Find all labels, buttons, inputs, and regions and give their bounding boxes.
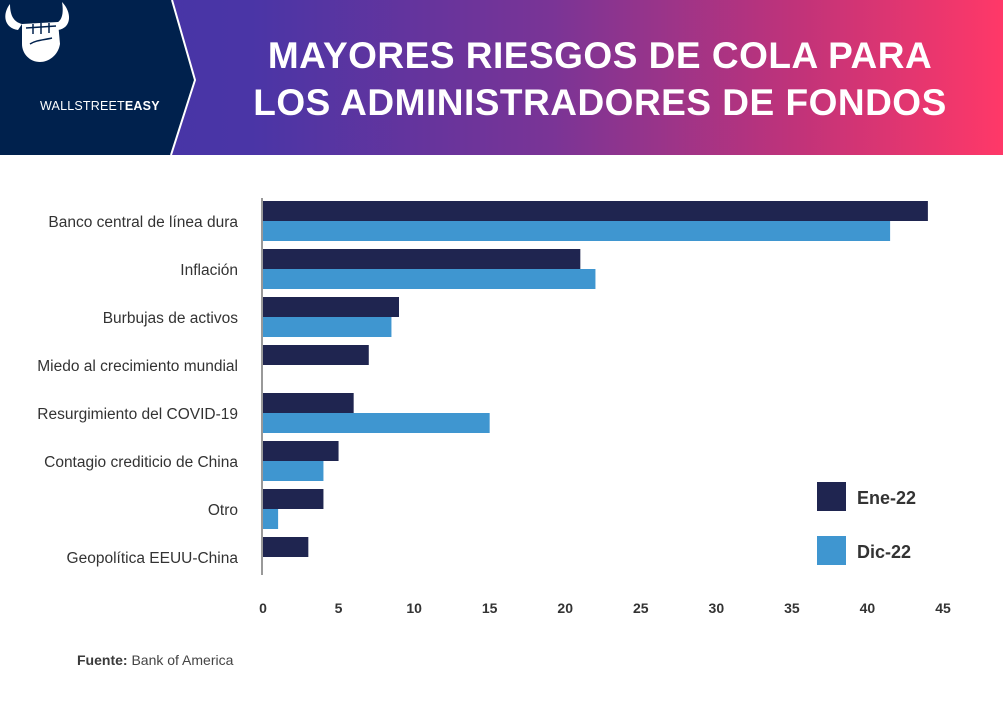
x-tick-label: 25 xyxy=(633,600,649,616)
source-label: Fuente: xyxy=(77,652,128,668)
legend: Ene-22 Dic-22 xyxy=(817,482,916,565)
bar-ene-22-7 xyxy=(263,537,309,557)
x-tick-label: 45 xyxy=(935,600,951,616)
x-tick-label: 35 xyxy=(784,600,800,616)
category-label: Resurgimiento del COVID-19 xyxy=(37,406,238,423)
x-tick-label: 10 xyxy=(406,600,422,616)
x-tick-label: 20 xyxy=(557,600,573,616)
source-value: Bank of America xyxy=(131,652,234,668)
bar-chart: Banco central de línea dura Inflación Burb… xyxy=(37,198,951,616)
bar-ene-22-5 xyxy=(263,441,339,461)
bar-ene-22-6 xyxy=(263,489,324,509)
x-tick-label: 30 xyxy=(709,600,725,616)
x-tick-label: 40 xyxy=(860,600,876,616)
bar-dic-22-0 xyxy=(263,221,891,241)
x-tick-label: 15 xyxy=(482,600,498,616)
bar-ene-22-4 xyxy=(263,393,354,413)
bar-dic-22-4 xyxy=(263,413,490,433)
brand-wordmark: WALLSTREETEASY xyxy=(40,99,160,113)
brand-panel: WALLSTREETEASY xyxy=(0,0,200,155)
x-tick-label: 5 xyxy=(335,600,343,616)
bar-ene-22-2 xyxy=(263,297,399,317)
category-label: Otro xyxy=(208,502,238,519)
header-banner: WALLSTREETEASY MAYORES RIESGOS DE COLA P… xyxy=(0,0,1003,155)
category-label: Burbujas de activos xyxy=(103,310,239,327)
category-label: Inflación xyxy=(180,262,238,279)
bar-dic-22-5 xyxy=(263,461,324,481)
legend-swatch-ene-22 xyxy=(817,482,846,511)
bull-horns-fist-icon xyxy=(5,2,70,62)
bar-dic-22-2 xyxy=(263,317,392,337)
bar-ene-22-0 xyxy=(263,201,928,221)
category-labels: Banco central de línea dura Inflación Burb… xyxy=(37,214,238,567)
legend-label-dic-22: Dic-22 xyxy=(857,542,911,562)
source-note: Fuente: Bank of America xyxy=(77,652,233,668)
category-label: Geopolítica EEUU-China xyxy=(67,550,239,567)
brand-name-bold: EASY xyxy=(124,99,160,113)
x-tick-label: 0 xyxy=(259,600,267,616)
legend-swatch-dic-22 xyxy=(817,536,846,565)
title-line-1: MAYORES RIESGOS DE COLA PARA xyxy=(267,35,933,76)
bar-dic-22-6 xyxy=(263,509,279,529)
bar-ene-22-3 xyxy=(263,345,369,365)
bars-group xyxy=(263,201,928,557)
category-label: Banco central de línea dura xyxy=(48,214,238,231)
legend-label-ene-22: Ene-22 xyxy=(857,488,916,508)
brand-name-light: WALLSTREET xyxy=(40,99,125,113)
x-axis-ticks: 0 5 10 15 20 25 30 35 40 45 xyxy=(259,600,951,616)
category-label: Miedo al crecimiento mundial xyxy=(37,358,238,375)
bar-dic-22-1 xyxy=(263,269,596,289)
category-label: Contagio crediticio de China xyxy=(44,454,238,471)
title-line-2: LOS ADMINISTRADORES DE FONDOS xyxy=(253,82,947,123)
bar-ene-22-1 xyxy=(263,249,581,269)
page-title: MAYORES RIESGOS DE COLA PARA LOS ADMINIS… xyxy=(210,32,990,126)
